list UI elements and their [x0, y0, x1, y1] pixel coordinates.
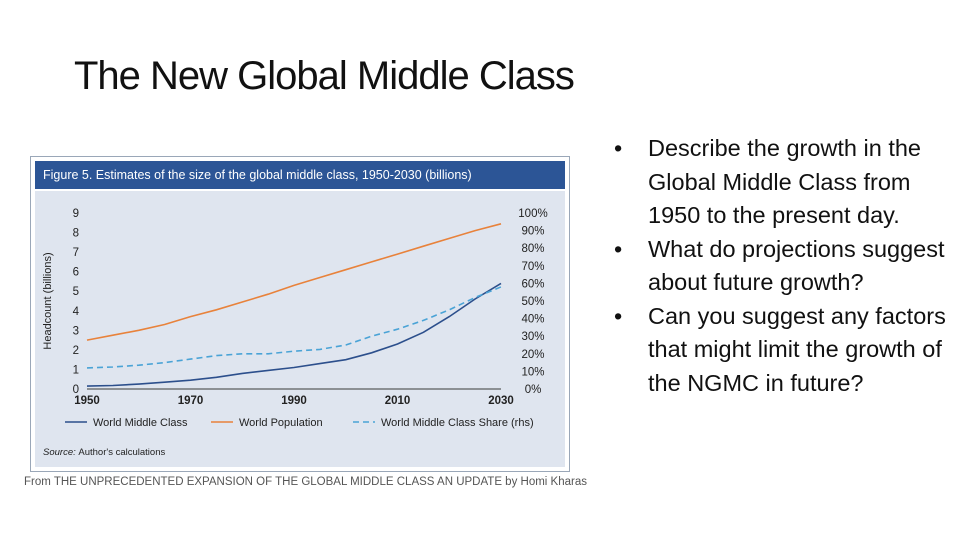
y2-tick-label: 0% [525, 384, 542, 396]
legend-label: World Population [239, 417, 323, 429]
chart: 01234567890%10%20%30%40%50%60%70%80%90%1… [42, 208, 548, 458]
slide-title: The New Global Middle Class [74, 54, 575, 98]
y2-tick-label: 40% [521, 314, 544, 326]
plot-panel: 0 1 2 3 4 5 6 7 8 9 0% 10% 20% 30% 40% 50% 60% 70% 80% 90% 1… [35, 191, 565, 467]
source-text: Author's calculations [78, 447, 165, 458]
figure-caption: From THE UNPRECEDENTED EXPANSION OF THE … [24, 476, 587, 488]
y2-tick-label: 10% [521, 366, 544, 378]
x-tick-label: 2010 [385, 395, 411, 407]
bullet-item: • Describe the growth in the Global Middl… [612, 132, 952, 233]
x-tick-label: 2030 [488, 395, 514, 407]
source-note: Source: Author's calculations [43, 447, 165, 458]
y2-tick-label: 80% [521, 243, 544, 255]
y-tick-label: 6 [73, 267, 79, 279]
bullet-text: What do projections suggest about future… [648, 235, 945, 296]
y-tick-label: 7 [73, 247, 79, 259]
y2-tick-label: 100% [518, 208, 547, 220]
figure-5: Figure 5. Estimates of the size of the g… [30, 156, 570, 472]
y2-tick-label: 70% [521, 261, 544, 273]
bullet-text: Describe the growth in the Global Middle… [648, 135, 922, 228]
y-tick-label: 4 [73, 306, 80, 318]
y2-tick-label: 20% [521, 349, 544, 361]
series-line [86, 223, 502, 341]
y2-tick-label: 30% [521, 331, 544, 343]
y-tick-label: 2 [73, 345, 79, 357]
series-line [86, 286, 502, 369]
y-tick-label: 5 [73, 286, 79, 298]
bullet-text: Can you suggest any factors that might l… [648, 302, 946, 396]
x-tick-label: 1970 [178, 395, 204, 407]
y-tick-label: 8 [73, 228, 79, 240]
bullet-list: • Describe the growth in the Global Middl… [612, 132, 952, 400]
bullet-item: • Can you suggest any factors that might … [612, 300, 952, 401]
series-line [86, 282, 502, 387]
y2-tick-label: 50% [521, 296, 544, 308]
y-tick-label: 3 [73, 325, 79, 337]
x-tick-label: 1950 [74, 395, 100, 407]
y-tick-label: 0 [73, 384, 79, 396]
bullet-icon: • [614, 302, 623, 329]
figure-title: Figure 5. Estimates of the size of the g… [35, 161, 565, 189]
bullet-item: • What do projections suggest about futur… [612, 233, 952, 300]
y2-tick-label: 90% [521, 226, 544, 238]
bullet-icon: • [614, 235, 623, 262]
source-label: Source: [43, 447, 78, 458]
bullet-icon: • [614, 135, 623, 161]
y2-tick-label: 60% [521, 278, 544, 290]
y-tick-label: 9 [73, 208, 79, 220]
x-tick-label: 1990 [281, 395, 307, 407]
y-tick-label: 1 [73, 364, 79, 376]
legend-label: World Middle Class Share (rhs) [381, 417, 534, 429]
legend-label: World Middle Class [93, 417, 188, 429]
y-axis-label: Headcount (billions) [42, 252, 54, 349]
